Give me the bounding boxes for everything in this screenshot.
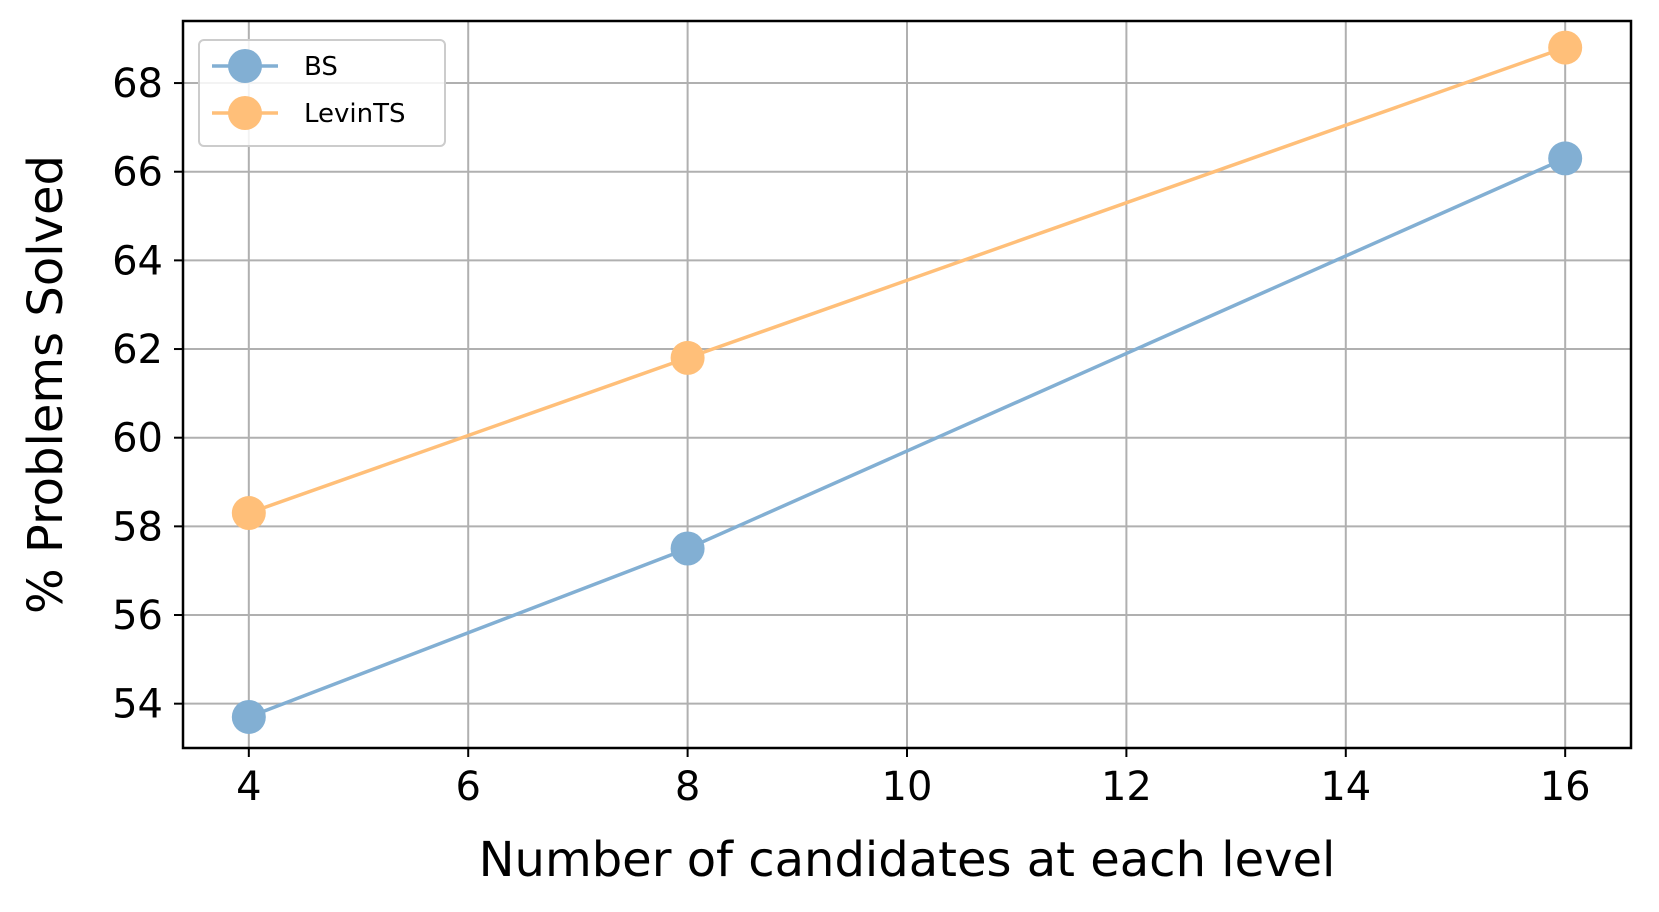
y-tick-label: 62 [112,327,163,373]
data-point [1548,30,1583,65]
y-tick-label: 58 [112,504,163,550]
y-tick-label: 56 [112,593,163,639]
x-axis-label: Number of candidates at each level [479,832,1336,888]
grid [183,21,1631,748]
x-tick-label: 12 [1101,764,1152,810]
legend-marker [228,49,262,83]
data-point [231,496,266,531]
data-point [670,340,705,375]
y-tick-label: 68 [112,61,163,107]
y-tick-label: 54 [112,682,163,728]
legend-label: BS [304,52,338,82]
series-bs [231,141,1583,734]
data-point [670,531,705,566]
series-layer [231,30,1583,734]
y-tick-label: 66 [112,150,163,196]
legend-marker [228,96,262,130]
x-tick-label: 8 [675,764,700,810]
x-tick-label: 6 [455,764,480,810]
y-axis-label: % Problems Solved [18,155,74,614]
y-tick-label: 64 [112,238,163,284]
x-tick-label: 10 [882,764,933,810]
x-tick-label: 16 [1540,764,1591,810]
data-point [231,699,266,734]
x-tick-label: 14 [1320,764,1371,810]
legend: BS LevinTS [198,39,446,147]
x-tick-label: 4 [236,764,261,810]
legend-label: LevinTS [304,99,406,129]
data-point [1548,141,1583,176]
series-levints [231,30,1583,531]
y-tick-label: 60 [112,416,163,462]
